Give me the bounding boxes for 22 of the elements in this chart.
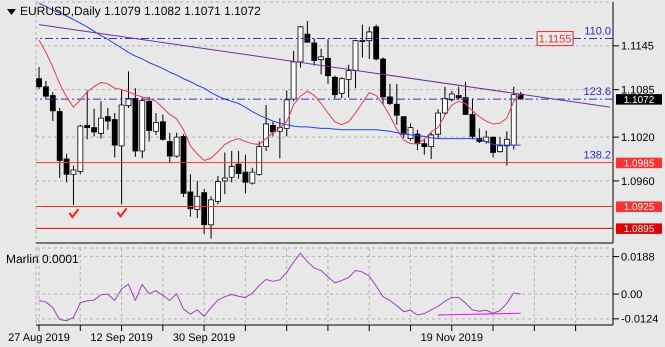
line-series: [38, 252, 522, 322]
y-tick-label: 1.1085: [621, 84, 655, 97]
ref-line-label: 1.0985: [624, 158, 655, 170]
line-series: [38, 39, 522, 161]
y-tick-label: 1.1145: [621, 40, 654, 53]
annotation: 110.0: [584, 26, 611, 38]
ref-line-label: 1.0925: [624, 202, 655, 214]
x-tick-label: 27 Aug 2019: [8, 332, 70, 344]
y-tick-label: 0.00: [621, 288, 642, 301]
x-tick-label: 19 Nov 2019: [420, 332, 483, 344]
y-tick-label: -0.0124: [621, 314, 658, 326]
chart-title: Marlin 0.0001: [6, 252, 79, 266]
x-tick-label: 12 Sep 2019: [90, 332, 153, 344]
ref-line-label: 1.1072: [624, 94, 655, 106]
ref-line-label: 1.0895: [624, 224, 655, 236]
y-tick-label: 1.0960: [621, 176, 655, 188]
annotation: 123.6: [583, 86, 611, 98]
annotation: 138.2: [583, 150, 611, 162]
y-tick-label: 0.0188: [621, 251, 655, 264]
annotation: 1.1155: [538, 34, 572, 46]
x-tick-label: 30 Sep 2019: [172, 332, 236, 344]
y-tick-label: 1.1020: [621, 132, 655, 144]
